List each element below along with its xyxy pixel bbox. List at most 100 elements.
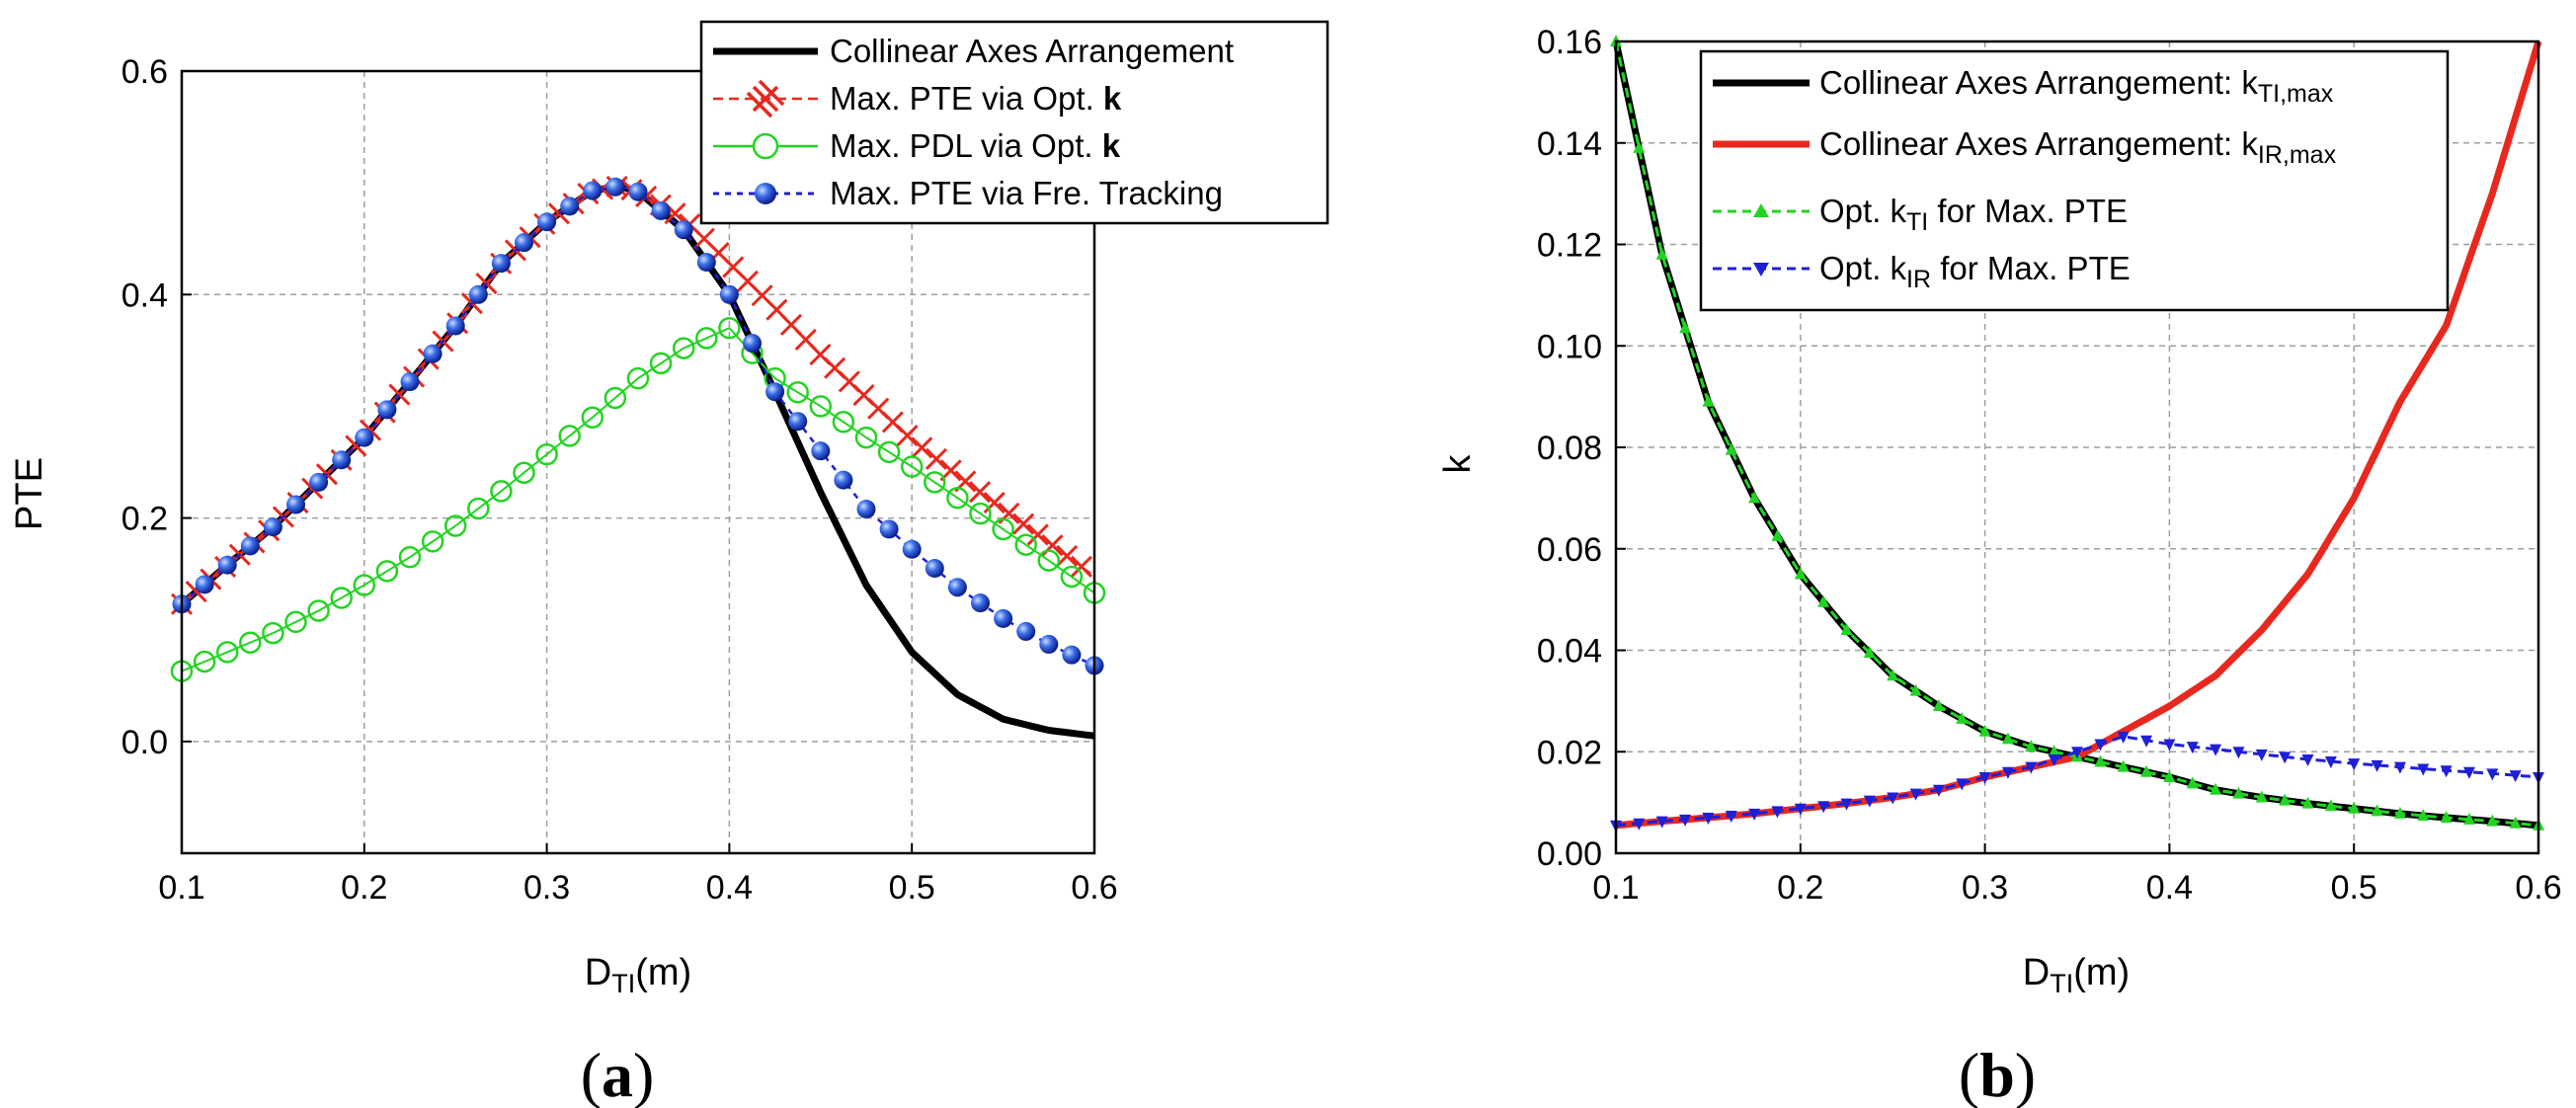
- legend-marker-ball: [755, 183, 776, 204]
- y-tick-label: 0.10: [1537, 328, 1602, 365]
- legend-entry: Max. PDL via Opt. k: [713, 127, 1121, 164]
- x-stroke: [765, 298, 788, 321]
- data-point-circle: [626, 366, 650, 390]
- data-point-triangle: [2117, 759, 2130, 772]
- data-point-circle: [467, 497, 490, 520]
- legend-entry: Opt. kIR for Max. PTE: [1713, 250, 2131, 293]
- data-point-ball: [605, 177, 625, 197]
- data-point-circle: [900, 455, 924, 478]
- data-point-triangle: [2094, 754, 2107, 767]
- data-point-triangle-down: [2462, 766, 2475, 779]
- data-point-triangle-down: [1932, 784, 1945, 797]
- data-point-circle: [1037, 549, 1061, 572]
- data-point-ball: [491, 254, 511, 274]
- data-point-ball: [811, 441, 831, 461]
- data-point-circle: [718, 316, 741, 340]
- data-point-triangle: [1932, 699, 1945, 712]
- x-tick-label: 0.6: [1071, 869, 1117, 907]
- legend-label: Opt. kTI for Max. PTE: [1819, 193, 2128, 236]
- data-point-triangle: [1679, 321, 1692, 334]
- data-point-triangle: [2279, 793, 2292, 806]
- data-point-ball: [879, 519, 899, 539]
- data-point-ball: [240, 536, 260, 556]
- data-point-circle: [193, 650, 216, 673]
- data-point-triangle: [1771, 528, 1784, 541]
- y-tick-label: 0.0: [121, 724, 168, 761]
- data-point-circle: [924, 471, 946, 494]
- data-point-circle: [672, 337, 695, 359]
- data-point-triangle: [1817, 594, 1830, 607]
- y-tick-label: 0.4: [121, 277, 168, 314]
- data-point-x: [911, 436, 933, 459]
- x-tick-label: 0.4: [2146, 869, 2193, 907]
- data-point-triangle: [2140, 764, 2153, 777]
- data-point-triangle-down: [2094, 739, 2107, 752]
- data-point-triangle-down: [2371, 759, 2383, 772]
- data-point-triangle: [1978, 724, 1991, 737]
- data-point-circle: [832, 411, 855, 434]
- data-point-triangle-down: [2163, 739, 2176, 752]
- data-point-x: [1026, 523, 1049, 546]
- x-stroke: [1056, 544, 1079, 568]
- data-point-triangle-down: [1817, 801, 1830, 814]
- x-stroke: [896, 425, 919, 447]
- data-point-triangle-down: [2301, 753, 2314, 766]
- x-tick-label: 0.2: [1777, 869, 1823, 907]
- data-point-ball: [994, 608, 1013, 628]
- data-point-triangle: [2001, 732, 2014, 745]
- data-point-ball: [286, 495, 305, 514]
- data-point-circle: [490, 480, 513, 503]
- legend-label: Opt. kIR for Max. PTE: [1819, 250, 2131, 293]
- data-point-circle: [604, 386, 627, 410]
- data-point-circle: [1014, 533, 1037, 556]
- data-point-triangle: [2486, 814, 2499, 827]
- data-point-triangle-down: [2393, 761, 2406, 774]
- y-tick-label: 0.16: [1537, 24, 1602, 61]
- data-point-triangle-down: [2348, 758, 2361, 771]
- legend-entry: Collinear Axes Arrangement: kTI,max: [1713, 64, 2334, 108]
- data-point-circle: [215, 641, 239, 664]
- x-stroke: [911, 436, 933, 459]
- data-point-circle: [581, 406, 604, 429]
- data-point-triangle: [1840, 622, 1853, 635]
- legend-label: Collinear Axes Arrangement: kIR,max: [1819, 125, 2337, 169]
- data-point-circle: [513, 461, 535, 484]
- data-point-ball: [515, 233, 533, 253]
- data-point-ball: [400, 372, 420, 392]
- data-point-triangle: [2417, 808, 2430, 821]
- data-point-triangle-down: [2025, 761, 2038, 774]
- chart-panel-b: 0.1 0.2 0.3 0.4 0.5 0.6 0.00 0.02 0.04 0.06 0.08 0.…: [1437, 24, 2562, 1108]
- data-point-triangle-down: [2417, 763, 2430, 776]
- series-green-circle: [170, 316, 1106, 682]
- data-point-ball: [1062, 645, 1082, 665]
- y-tick-label: 0.2: [121, 501, 168, 538]
- data-point-ball: [834, 470, 853, 490]
- x-stroke: [1012, 513, 1035, 535]
- series-line: [1615, 735, 2539, 828]
- data-point-x: [968, 481, 992, 504]
- x-stroke: [925, 447, 948, 470]
- data-point-ball: [856, 500, 876, 519]
- data-point-triangle-down: [1887, 792, 1899, 805]
- data-point-triangle: [2186, 776, 2199, 789]
- data-point-ball: [332, 450, 352, 470]
- data-point-ball: [628, 182, 648, 201]
- data-point-circle: [877, 440, 901, 464]
- data-point-ball: [355, 428, 374, 447]
- data-point-triangle: [1655, 247, 1668, 260]
- series-blue-ball: [172, 177, 1104, 675]
- data-point-circle: [239, 631, 262, 654]
- data-point-triangle-down: [2117, 731, 2130, 744]
- data-point-triangle-down: [2140, 735, 2153, 748]
- data-point-ball: [651, 200, 671, 220]
- data-point-ball: [971, 594, 990, 613]
- data-point-circle: [786, 381, 809, 404]
- data-point-circle: [330, 587, 353, 609]
- data-point-triangle: [2255, 790, 2268, 803]
- x-stroke: [692, 227, 715, 250]
- data-point-circle: [307, 599, 330, 622]
- x-axis-title: DTI(m): [585, 952, 691, 998]
- x-stroke: [968, 481, 992, 504]
- data-point-triangle-down: [2255, 749, 2268, 761]
- x-tick-label: 0.1: [1592, 869, 1639, 907]
